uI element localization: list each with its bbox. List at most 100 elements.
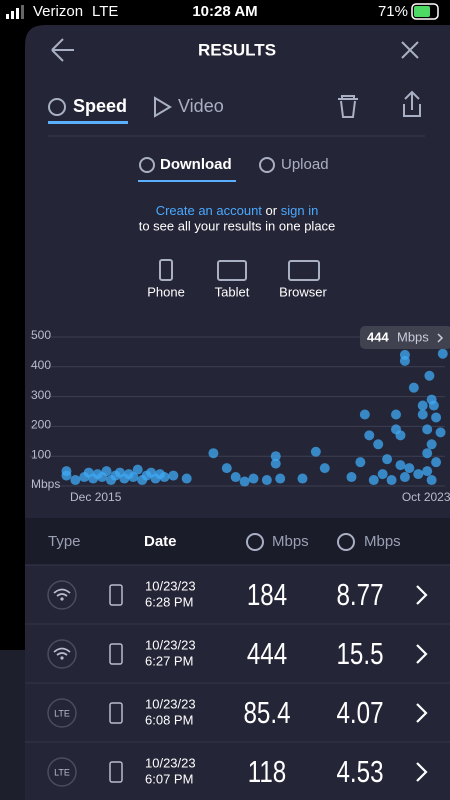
- device-tablet[interactable]: Tablet: [215, 284, 250, 299]
- col-download: Mbps: [272, 533, 309, 550]
- y-tick-label: Mbps: [31, 477, 60, 491]
- tooltip-unit: Mbps: [397, 329, 429, 344]
- device-browser[interactable]: Browser: [279, 284, 327, 299]
- device-phone[interactable]: Phone: [147, 284, 185, 299]
- wifi-dot: [60, 656, 64, 660]
- signal-bar: [6, 14, 9, 19]
- phone-icon: [109, 702, 123, 724]
- data-point: [270, 451, 281, 462]
- tooltip-value: 444: [367, 329, 389, 344]
- battery-icon: [411, 3, 439, 20]
- table-header: [25, 518, 450, 565]
- subtab-download[interactable]: Download: [160, 156, 232, 173]
- y-tick-label: 300: [31, 388, 51, 402]
- data-point: [426, 439, 437, 450]
- signin-prompt-line: to see all your results in one place: [139, 218, 336, 233]
- upload-icon: [259, 157, 275, 173]
- col-upload: Mbps: [364, 533, 401, 550]
- data-point: [395, 460, 406, 471]
- result-rows: 10/23/236:28 PM 184 8.77 10/23/23 6:27 PM 444…: [25, 564, 450, 789]
- data-point: [437, 348, 448, 359]
- upload-speed: 4.07: [336, 695, 383, 730]
- data-point: [297, 473, 308, 484]
- result-row[interactable]: 10/23/236:27 PM 444 15.5: [25, 623, 450, 671]
- result-date: 10/23/23: [145, 755, 196, 770]
- phone-icon: [109, 584, 123, 606]
- browser-icon[interactable]: [288, 260, 320, 281]
- chart: Mbps 100 200 300 400 500 Dec 2015 Oct 2023 444 Mb…: [30, 326, 450, 504]
- data-point: [319, 463, 330, 474]
- tooltip: 444 Mbps: [360, 326, 450, 349]
- delete-button[interactable]: [338, 95, 358, 118]
- tablet-icon[interactable]: [217, 260, 247, 281]
- share-button[interactable]: [403, 90, 421, 117]
- data-point: [417, 409, 428, 420]
- page-title: RESULTS: [198, 40, 276, 59]
- results-panel: [25, 25, 450, 800]
- phone-icon[interactable]: [159, 259, 173, 281]
- create-account-link[interactable]: Create an account: [156, 203, 263, 218]
- data-point: [270, 458, 281, 469]
- type-label: LTE: [54, 767, 70, 777]
- data-point: [424, 370, 435, 381]
- type-badge: [47, 639, 77, 669]
- data-point: [101, 466, 112, 477]
- data-point: [422, 466, 433, 477]
- data-point: [413, 469, 424, 480]
- data-point: [275, 473, 286, 484]
- data-point: [181, 473, 192, 484]
- download-speed: 444: [247, 636, 287, 671]
- result-time: 6:08 PM: [145, 712, 193, 727]
- type-badge: [47, 757, 77, 787]
- data-point: [230, 472, 241, 483]
- data-point: [221, 463, 232, 474]
- data-point: [422, 424, 433, 435]
- data-point: [404, 463, 415, 474]
- data-point: [386, 475, 397, 486]
- tab-video[interactable]: Video: [178, 96, 224, 116]
- signal-bar: [11, 11, 14, 19]
- data-point: [61, 470, 72, 481]
- type-label: LTE: [54, 708, 70, 718]
- data-point: [70, 475, 81, 486]
- wifi-dot: [60, 597, 64, 601]
- data-point: [391, 409, 402, 420]
- video-icon: [154, 96, 172, 118]
- download-icon: [246, 533, 264, 551]
- data-point: [364, 430, 375, 441]
- download-speed: 85.4: [243, 695, 290, 730]
- result-row[interactable]: 10/23/236:28 PM 184 8.77: [25, 564, 450, 612]
- data-point: [399, 472, 410, 483]
- data-point: [355, 457, 366, 468]
- tooltip-arrow: [437, 333, 444, 343]
- subtab-upload[interactable]: Upload: [281, 156, 329, 173]
- type-badge: [47, 580, 77, 610]
- row-chevron: [416, 585, 428, 605]
- data-point: [261, 475, 272, 486]
- close-button[interactable]: [401, 41, 419, 59]
- back-button[interactable]: [51, 38, 74, 62]
- tab-speed[interactable]: Speed: [73, 96, 127, 116]
- col-type: Type: [48, 533, 81, 550]
- upload-icon: [337, 533, 355, 551]
- data-point: [399, 355, 410, 366]
- battery-level: 71%: [378, 3, 408, 20]
- data-point: [408, 382, 419, 393]
- carrier: Verizon: [33, 3, 83, 20]
- result-row[interactable]: LTE 10/23/236:08 PM 85.4 4.07: [25, 682, 450, 730]
- result-time: 6:27 PM: [145, 653, 193, 668]
- data-point: [426, 475, 437, 486]
- status-bar: Verizon LTE 10:28 AM 71%: [6, 3, 439, 20]
- upload-speed: 4.53: [336, 754, 383, 789]
- clock: 10:28 AM: [192, 3, 257, 20]
- result-time: 6:07 PM: [145, 771, 193, 786]
- upload-speed: 8.77: [336, 577, 383, 612]
- data-point: [428, 400, 439, 411]
- battery-fill: [414, 6, 430, 17]
- result-row[interactable]: LTE 10/23/236:07 PM 118 4.53: [25, 741, 450, 789]
- data-point: [239, 476, 250, 487]
- joiner: or: [266, 203, 278, 218]
- data-point: [395, 430, 406, 441]
- sign-in-link[interactable]: sign in: [281, 203, 319, 218]
